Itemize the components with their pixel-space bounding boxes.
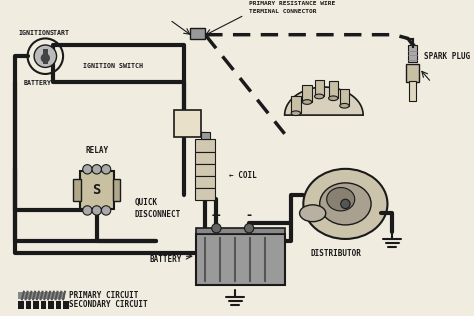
Circle shape	[101, 165, 111, 174]
Circle shape	[92, 165, 101, 174]
Circle shape	[212, 223, 221, 233]
Bar	[409, 81, 417, 101]
Bar	[195, 164, 216, 176]
Text: ← COIL: ← COIL	[228, 171, 256, 180]
Bar	[33, 301, 39, 309]
Text: TERMINAL CONNECTOR: TERMINAL CONNECTOR	[249, 9, 317, 14]
Ellipse shape	[300, 205, 326, 222]
Bar	[195, 188, 216, 200]
Text: SPARK PLUG: SPARK PLUG	[424, 52, 470, 61]
Polygon shape	[284, 87, 363, 115]
Text: RELAY: RELAY	[85, 146, 108, 155]
Bar	[41, 301, 46, 309]
Text: IGNITION SWITCH: IGNITION SWITCH	[83, 63, 143, 69]
Circle shape	[245, 223, 254, 233]
Bar	[195, 152, 216, 164]
Bar	[408, 45, 418, 62]
Ellipse shape	[303, 169, 387, 239]
Bar	[63, 301, 69, 309]
Text: PRIMARY RESISTANCE WIRE: PRIMARY RESISTANCE WIRE	[249, 1, 336, 6]
Ellipse shape	[302, 100, 312, 104]
Ellipse shape	[340, 103, 349, 108]
Text: -: -	[246, 209, 252, 222]
Bar	[340, 89, 349, 106]
Text: START: START	[49, 30, 69, 36]
Bar	[196, 234, 284, 285]
Bar	[113, 179, 120, 201]
Bar	[18, 301, 24, 309]
Ellipse shape	[328, 96, 338, 100]
Text: S: S	[92, 183, 101, 197]
Text: SECONDARY CIRCUIT: SECONDARY CIRCUIT	[69, 301, 147, 309]
Circle shape	[83, 165, 92, 174]
Text: DISTRIBUTOR: DISTRIBUTOR	[310, 249, 362, 258]
Ellipse shape	[315, 94, 324, 99]
Text: QUICK
DISCONNECT: QUICK DISCONNECT	[134, 198, 181, 219]
Bar	[26, 301, 31, 309]
Ellipse shape	[319, 183, 371, 225]
Text: IGNITION: IGNITION	[18, 30, 50, 36]
Text: +: +	[211, 209, 222, 222]
Bar	[55, 301, 61, 309]
Ellipse shape	[291, 111, 301, 116]
Bar	[315, 80, 324, 96]
Text: BATTERY: BATTERY	[24, 80, 52, 86]
Bar	[302, 85, 312, 102]
Text: PRIMARY CIRCUIT: PRIMARY CIRCUIT	[69, 291, 138, 300]
Bar	[195, 176, 216, 188]
Circle shape	[92, 206, 101, 215]
Bar	[291, 96, 301, 113]
Bar	[43, 49, 48, 64]
Bar	[80, 171, 114, 209]
Bar	[18, 292, 65, 299]
Circle shape	[83, 206, 92, 215]
Bar	[328, 82, 338, 98]
Bar	[196, 228, 284, 234]
Circle shape	[41, 53, 50, 63]
Bar	[201, 132, 210, 139]
Circle shape	[341, 199, 350, 209]
Text: BATTERY: BATTERY	[149, 255, 182, 264]
Bar	[190, 28, 205, 40]
Bar	[406, 64, 419, 82]
Bar	[195, 139, 216, 152]
Bar	[48, 301, 54, 309]
Bar	[73, 179, 81, 201]
Circle shape	[101, 206, 111, 215]
Ellipse shape	[327, 187, 355, 211]
Bar	[174, 110, 201, 137]
Circle shape	[34, 45, 56, 67]
